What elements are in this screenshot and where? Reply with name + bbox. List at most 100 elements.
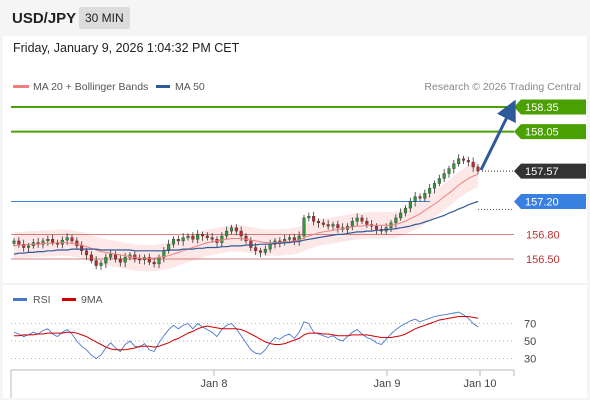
candle <box>75 237 79 250</box>
candle <box>109 249 113 261</box>
candle <box>249 237 253 252</box>
candle <box>442 169 446 183</box>
candle-body <box>84 250 89 256</box>
moving-averages <box>13 173 479 259</box>
candle-body <box>210 237 214 240</box>
candle <box>152 257 156 268</box>
credit-text: Research © 2026 Trading Central <box>424 81 581 93</box>
candle-body <box>244 235 248 242</box>
candle <box>423 189 427 202</box>
ma20-legend-label: MA 20 + Bollinger Bands <box>33 81 148 93</box>
candle <box>244 233 248 244</box>
candle-body <box>123 257 127 263</box>
candle <box>321 219 325 228</box>
candle-body <box>12 240 16 244</box>
candle-body <box>355 217 359 222</box>
price-tag-label: 158.35 <box>525 102 559 114</box>
candle <box>118 255 122 267</box>
target-arrow <box>479 99 516 171</box>
price-tag-label: 158.05 <box>525 127 559 139</box>
candle-body <box>461 158 466 161</box>
candle <box>210 233 214 243</box>
candle <box>413 192 417 207</box>
candle <box>432 180 437 194</box>
candle <box>94 256 98 270</box>
candle-body <box>258 250 263 253</box>
candle <box>196 229 200 244</box>
ma50-legend-label: MA 50 <box>175 81 205 93</box>
x-axis-ticks: Jan 8 Jan 9 Jan 10 <box>201 370 497 390</box>
price-tag-label: 157.20 <box>525 196 559 208</box>
candle-body <box>113 253 118 260</box>
candle-body <box>196 234 200 240</box>
candle <box>447 165 451 178</box>
candle-body <box>466 160 470 163</box>
candle-body <box>205 235 209 238</box>
support-level-label: 156.50 <box>526 254 560 266</box>
candle <box>89 251 93 264</box>
candle <box>186 233 190 241</box>
candle <box>365 217 369 229</box>
candle-body <box>476 166 480 172</box>
candle <box>403 205 408 217</box>
candle <box>17 237 21 248</box>
candle-body <box>104 257 108 264</box>
candle <box>263 245 267 256</box>
price-tag <box>514 193 586 209</box>
price-level-lines <box>11 106 514 260</box>
candle-body <box>225 230 229 237</box>
candle-body <box>312 216 316 222</box>
candle-body <box>89 254 93 261</box>
candle-body <box>336 224 340 228</box>
candle-body <box>249 240 253 248</box>
candle-body <box>437 178 441 184</box>
candle <box>331 221 335 231</box>
candle <box>99 260 103 270</box>
candle-body <box>442 173 446 179</box>
x-tick-label: Jan 8 <box>201 378 228 390</box>
candle-body <box>234 227 238 232</box>
candle-body <box>418 196 422 199</box>
rsi-ma-legend-label: 9MA <box>81 294 103 306</box>
header-bar: USD/JPY 30 MIN <box>0 0 590 36</box>
candlesticks <box>12 154 480 270</box>
candle-body <box>191 235 195 240</box>
ma20-line <box>13 173 479 259</box>
price-tag <box>514 124 586 140</box>
x-tick-label: Jan 9 <box>374 378 401 390</box>
support-level-label: 156.80 <box>526 229 560 241</box>
candle-body <box>307 216 311 219</box>
candle-body <box>41 240 45 245</box>
candle <box>147 253 151 266</box>
candle-body <box>176 239 180 242</box>
candle <box>336 220 340 233</box>
rsi-level-label: 50 <box>524 336 536 348</box>
ma50-line <box>13 200 479 255</box>
candle <box>399 208 403 221</box>
candle-body <box>297 235 301 242</box>
candle <box>171 236 176 248</box>
candle-body <box>457 158 461 164</box>
candle-body <box>147 257 151 263</box>
candle <box>355 213 359 227</box>
candle-body <box>80 245 84 251</box>
price-tag-label: 157.57 <box>525 166 559 178</box>
candle <box>297 231 301 246</box>
candle-body <box>287 237 292 240</box>
rsi-ma-legend-swatch <box>62 298 76 301</box>
candle-body <box>70 237 74 242</box>
candle <box>191 232 195 243</box>
candle <box>181 233 185 246</box>
candle-body <box>302 217 306 237</box>
timeframe-badge[interactable]: 30 MIN <box>79 7 130 29</box>
rsi-legend-label: RSI <box>33 294 51 306</box>
symbol-label: USD/JPY <box>12 10 77 27</box>
bollinger-bands <box>14 161 478 272</box>
candle <box>80 241 84 255</box>
x-tick-label: Jan 10 <box>463 378 496 390</box>
rsi-level-label: 30 <box>524 354 536 366</box>
candle-body <box>408 201 412 209</box>
candle-body <box>167 244 171 251</box>
rsi-level-label: 70 <box>524 319 536 331</box>
candle <box>476 164 480 174</box>
